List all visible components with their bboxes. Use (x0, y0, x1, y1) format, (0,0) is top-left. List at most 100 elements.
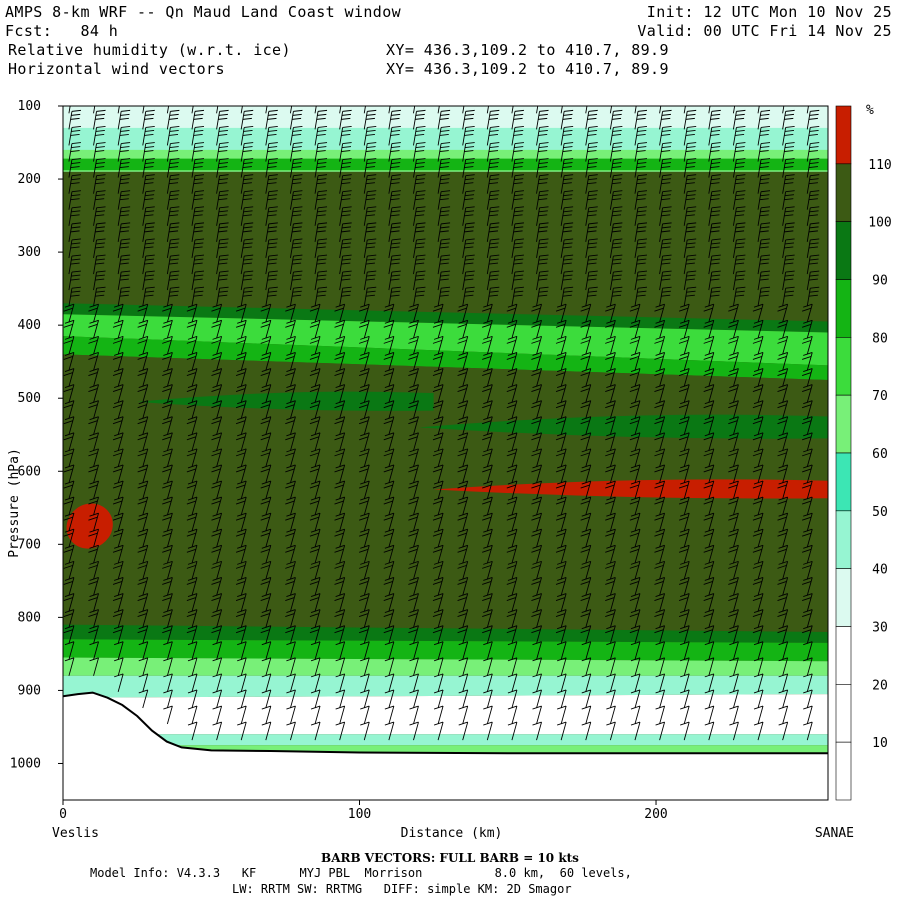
wind-barb (531, 319, 542, 339)
wind-barb (506, 480, 518, 500)
wind-barb (605, 496, 616, 516)
wind-barb (166, 106, 170, 114)
wind-barb (437, 270, 451, 291)
wind-barb (728, 368, 739, 387)
wind-barb (801, 544, 813, 564)
wind-barb (581, 641, 592, 660)
wind-barb (432, 416, 444, 435)
wind-barb (462, 286, 475, 307)
wind-barb (654, 368, 666, 387)
wind-barb (801, 303, 813, 323)
wind-barb (654, 448, 666, 468)
wind-barb (556, 657, 567, 676)
wind-barb (683, 126, 697, 146)
wind-barb (531, 448, 542, 468)
colorbar-swatch (835, 626, 852, 685)
wind-barb (64, 641, 75, 660)
wind-barb (186, 593, 198, 612)
wind-barb (339, 174, 352, 194)
wind-barb (286, 705, 296, 725)
colorbar-label: 70 (872, 389, 888, 404)
wind-barb (265, 270, 278, 291)
wind-barb (88, 335, 99, 355)
wind-barb (334, 352, 346, 371)
wind-barb (752, 384, 764, 403)
wind-barb (187, 721, 198, 741)
wind-barb (359, 544, 370, 564)
wind-barb (408, 448, 419, 468)
wind-barb (678, 400, 690, 419)
wind-barb (359, 577, 370, 596)
wind-barb (757, 270, 771, 291)
wind-barb (285, 528, 296, 548)
wind-barb (482, 480, 493, 500)
wind-barb (211, 528, 223, 548)
wind-barb (704, 721, 715, 741)
wind-barb (335, 705, 346, 725)
wind-barb (732, 142, 746, 162)
rh-band (63, 639, 828, 662)
wind-barb (511, 190, 524, 210)
wind-barb (285, 464, 296, 484)
wind-barb (605, 335, 616, 355)
rh-band (63, 314, 828, 366)
wind-barb (137, 384, 149, 403)
wind-barb (112, 560, 124, 580)
wind-barb (580, 528, 592, 548)
wind-barb (752, 432, 764, 451)
wind-barb (191, 270, 205, 291)
wind-barb (211, 384, 223, 403)
wind-barb (609, 206, 623, 226)
wind-barb (634, 286, 648, 307)
wind-barb (654, 400, 666, 419)
wind-barb (211, 560, 223, 580)
wind-barb (753, 641, 764, 660)
wind-barb (388, 142, 401, 162)
wind-barb (703, 400, 715, 419)
wind-barb (383, 512, 395, 532)
wind-barb (486, 126, 500, 146)
wind-barb (457, 416, 469, 435)
wind-barb (388, 286, 401, 307)
wind-barb (63, 352, 75, 371)
wind-barb (634, 254, 648, 275)
wind-barb (432, 400, 444, 419)
wind-barb (708, 270, 721, 291)
wind-barb (216, 126, 229, 146)
wind-barb (806, 270, 820, 291)
wind-barb (801, 400, 813, 419)
wind-barb (408, 384, 419, 403)
wind-barb (752, 400, 764, 419)
wind-barb (536, 142, 549, 162)
wind-barb (314, 254, 328, 275)
wind-barb (753, 705, 764, 725)
wind-barb (752, 352, 764, 371)
wind-barb (142, 254, 155, 275)
wind-barb (286, 721, 296, 741)
wind-barb (88, 577, 99, 596)
wind-barb (359, 335, 370, 355)
wind-barb (732, 222, 746, 242)
wind-barb (555, 609, 567, 628)
wind-barb (187, 705, 198, 725)
wind-barb (63, 368, 75, 387)
wind-barb (457, 480, 469, 500)
wind-barb (88, 625, 99, 644)
wind-barb (806, 142, 820, 162)
endpoint-left: Veslis (52, 826, 99, 841)
wind-barb (260, 400, 272, 419)
colorbar-label: 110 (868, 158, 891, 173)
wind-barb (482, 593, 493, 612)
wind-barb (457, 400, 469, 419)
wind-barb (777, 464, 789, 484)
endpoint-right: SANAE (815, 826, 854, 841)
wind-barb (88, 432, 99, 451)
wind-barb (777, 335, 789, 355)
wind-barb (63, 512, 75, 532)
wind-barb (138, 673, 149, 693)
wind-barb (659, 126, 672, 146)
wind-barb (166, 190, 180, 210)
wind-barb (314, 238, 328, 259)
wind-barb (314, 142, 328, 162)
wind-barb (506, 593, 518, 612)
